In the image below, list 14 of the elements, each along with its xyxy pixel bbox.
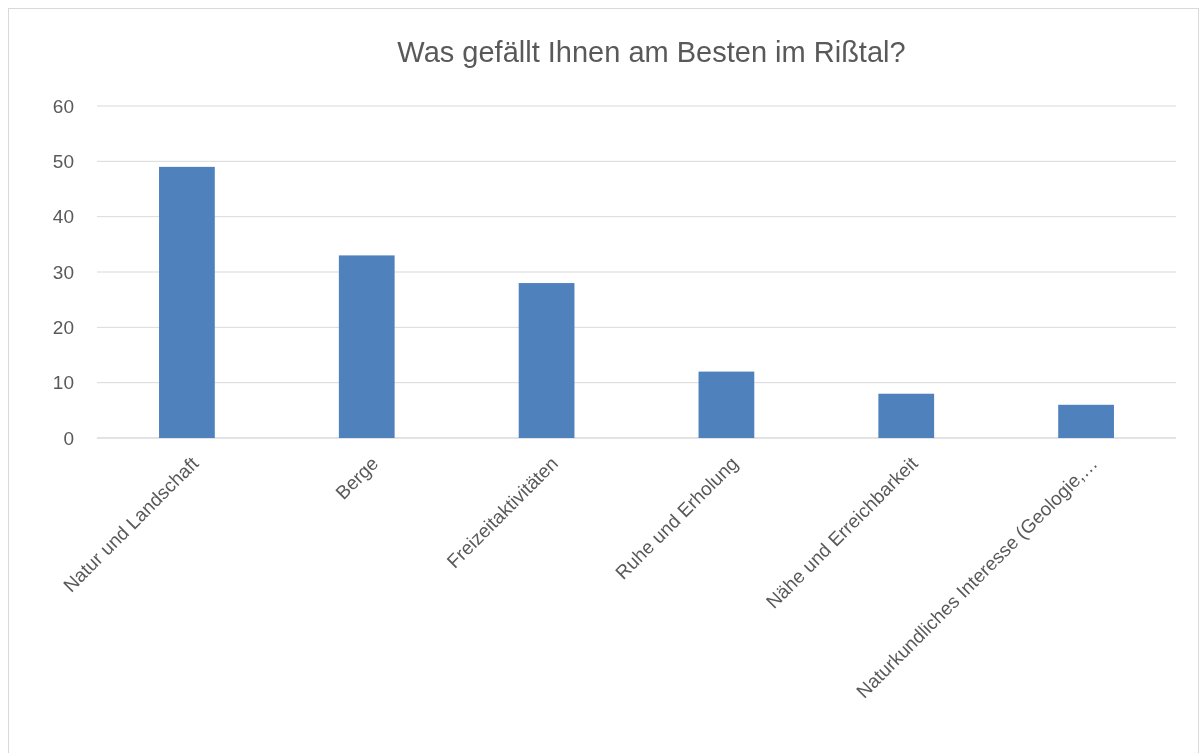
- y-tick-label: 10: [52, 372, 74, 394]
- bar: [159, 166, 215, 438]
- y-tick-label: 60: [52, 95, 74, 117]
- y-tick-label: 40: [52, 206, 74, 228]
- bar: [518, 283, 575, 438]
- bar: [1058, 404, 1114, 438]
- y-tick-label: 50: [52, 150, 74, 172]
- bar: [698, 371, 755, 438]
- y-tick-label: 0: [63, 427, 74, 449]
- chart-title: Was gefällt Ihnen am Besten im Rißtal?: [397, 36, 906, 68]
- bar: [338, 255, 395, 438]
- bar: [878, 393, 935, 438]
- y-tick-label: 30: [52, 261, 74, 283]
- y-tick-label: 20: [52, 316, 74, 338]
